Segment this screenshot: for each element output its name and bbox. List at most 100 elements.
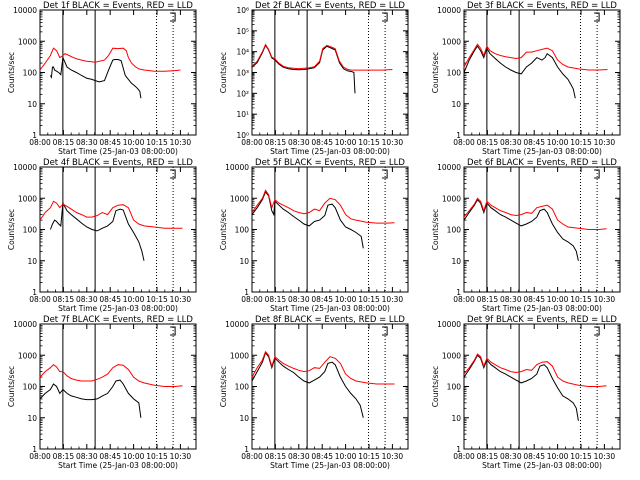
x-tick-label: 08:30 — [76, 452, 98, 461]
y-tick-label: 100 — [23, 226, 38, 235]
plot-frame — [39, 9, 197, 136]
plot-frame — [251, 166, 409, 293]
events-series-line — [251, 190, 364, 249]
detector-panel-8: Det 8f BLACK = Events, RED = LLD 1 10 100 10… — [219, 315, 409, 470]
detector-panel-3: Det 3f BLACK = Events, RED = LLD 1 10 100 10… — [431, 1, 621, 156]
y-tick-label: 10 — [451, 257, 461, 266]
x-tick-label: 10:30 — [382, 138, 404, 147]
y-tick-label: 10000 — [437, 6, 461, 15]
lld-series-line — [251, 43, 393, 71]
x-tick-label: 08:30 — [288, 138, 310, 147]
lld-series-line — [463, 353, 607, 387]
y-tick-label: 1 — [456, 445, 461, 454]
y-tick-label: 10 — [451, 414, 461, 423]
panel-title: Det 1f BLACK = Events, RED = LLD — [43, 1, 193, 11]
x-tick-label: 08:15 — [477, 138, 499, 147]
y-tick-label: 10 — [239, 257, 249, 266]
y-tick-label: 10⁰ — [236, 131, 249, 140]
y-tick-label: 1000 — [18, 37, 37, 46]
lld-series-line — [463, 197, 607, 230]
x-tick-label: 10:30 — [594, 138, 616, 147]
y-tick-label: 1 — [32, 288, 37, 297]
y-axis-label: Counts/sec — [431, 209, 440, 250]
y-tick-label: 10000 — [225, 163, 249, 172]
x-tick-label: 08:00 — [241, 295, 263, 304]
y-tick-label: 10² — [236, 89, 249, 98]
x-tick-label: 08:00 — [241, 452, 263, 461]
panel-title: Det 6f BLACK = Events, RED = LLD — [467, 158, 617, 168]
x-tick-label: 08:15 — [53, 138, 75, 147]
x-tick-label: 08:45 — [99, 138, 121, 147]
events-series-line — [39, 379, 142, 418]
y-tick-label: 100 — [447, 226, 462, 235]
y-tick-label: 1 — [32, 445, 37, 454]
x-tick-label: 10:00 — [335, 452, 357, 461]
x-tick-label: 08:45 — [311, 295, 333, 304]
y-tick-label: 100 — [235, 226, 250, 235]
y-tick-label: 1 — [244, 445, 249, 454]
panel-title: Det 5f BLACK = Events, RED = LLD — [255, 158, 405, 168]
y-tick-label: 10000 — [437, 320, 461, 329]
y-tick-label: 1 — [244, 288, 249, 297]
x-axis-label: Start Time (25-Jan-03 08:00:00) — [58, 304, 178, 313]
x-tick-label: 08:15 — [265, 452, 287, 461]
x-tick-label: 08:15 — [265, 295, 287, 304]
detector-panel-2: Det 2f BLACK = Events, RED = LLD 10⁰ 10¹ 10… — [219, 1, 409, 156]
x-tick-label: 10:00 — [547, 452, 569, 461]
x-tick-label: 10:30 — [594, 452, 616, 461]
y-axis-label: Counts/sec — [219, 52, 228, 93]
x-tick-label: 08:45 — [311, 138, 333, 147]
x-tick-label: 10:00 — [123, 138, 145, 147]
y-axis-label: Counts/sec — [431, 366, 440, 407]
y-tick-label: 100 — [23, 383, 38, 392]
plot-frame — [39, 166, 197, 293]
x-tick-label: 08:15 — [53, 452, 75, 461]
x-tick-label: 08:00 — [453, 452, 475, 461]
x-tick-label: 08:30 — [288, 452, 310, 461]
y-tick-label: 1000 — [18, 351, 37, 360]
y-tick-label: 1000 — [18, 194, 37, 203]
events-series-line — [49, 55, 142, 99]
y-axis-label: Counts/sec — [219, 366, 228, 407]
x-tick-label: 08:30 — [500, 452, 522, 461]
x-tick-label: 08:15 — [477, 295, 499, 304]
x-tick-label: 10:15 — [570, 138, 592, 147]
x-tick-label: 08:45 — [523, 138, 545, 147]
x-axis-label: Start Time (25-Jan-03 08:00:00) — [270, 461, 390, 470]
events-series-line — [463, 45, 576, 99]
y-axis-label: Counts/sec — [431, 52, 440, 93]
y-tick-label: 1000 — [230, 194, 249, 203]
plot-frame — [463, 9, 621, 136]
x-axis-label: Start Time (25-Jan-03 08:00:00) — [58, 147, 178, 156]
detector-panel-7: Det 7f BLACK = Events, RED = LLD 1 10 100 10… — [7, 315, 197, 470]
x-tick-label: 10:00 — [547, 138, 569, 147]
x-tick-label: 10:30 — [170, 295, 192, 304]
y-tick-label: 10¹ — [236, 110, 249, 119]
detector-panel-1: Det 1f BLACK = Events, RED = LLD 1 10 100 10… — [7, 1, 197, 156]
y-tick-label: 100 — [447, 383, 462, 392]
y-tick-label: 10⁵ — [236, 27, 249, 36]
x-tick-label: 08:45 — [523, 295, 545, 304]
x-tick-label: 10:00 — [335, 295, 357, 304]
detector-panel-5: Det 5f BLACK = Events, RED = LLD 1 10 100 10… — [219, 158, 409, 313]
x-tick-label: 08:00 — [29, 295, 51, 304]
y-tick-label: 1 — [32, 131, 37, 140]
attenuator-bracket — [170, 12, 176, 22]
y-tick-label: 100 — [235, 383, 250, 392]
x-tick-label: 10:30 — [382, 452, 404, 461]
y-tick-label: 1 — [456, 131, 461, 140]
panel-title: Det 8f BLACK = Events, RED = LLD — [255, 315, 405, 325]
x-tick-label: 10:30 — [170, 452, 192, 461]
x-axis-label: Start Time (25-Jan-03 08:00:00) — [482, 147, 602, 156]
events-series-line — [49, 201, 145, 261]
y-tick-label: 10000 — [13, 6, 37, 15]
x-tick-label: 10:15 — [570, 452, 592, 461]
lld-series-line — [39, 364, 183, 387]
events-series-line — [463, 354, 579, 421]
y-tick-label: 10⁶ — [236, 6, 249, 15]
x-axis-label: Start Time (25-Jan-03 08:00:00) — [270, 304, 390, 313]
y-axis-label: Counts/sec — [7, 209, 16, 250]
y-tick-label: 1000 — [442, 194, 461, 203]
y-tick-label: 10000 — [13, 320, 37, 329]
